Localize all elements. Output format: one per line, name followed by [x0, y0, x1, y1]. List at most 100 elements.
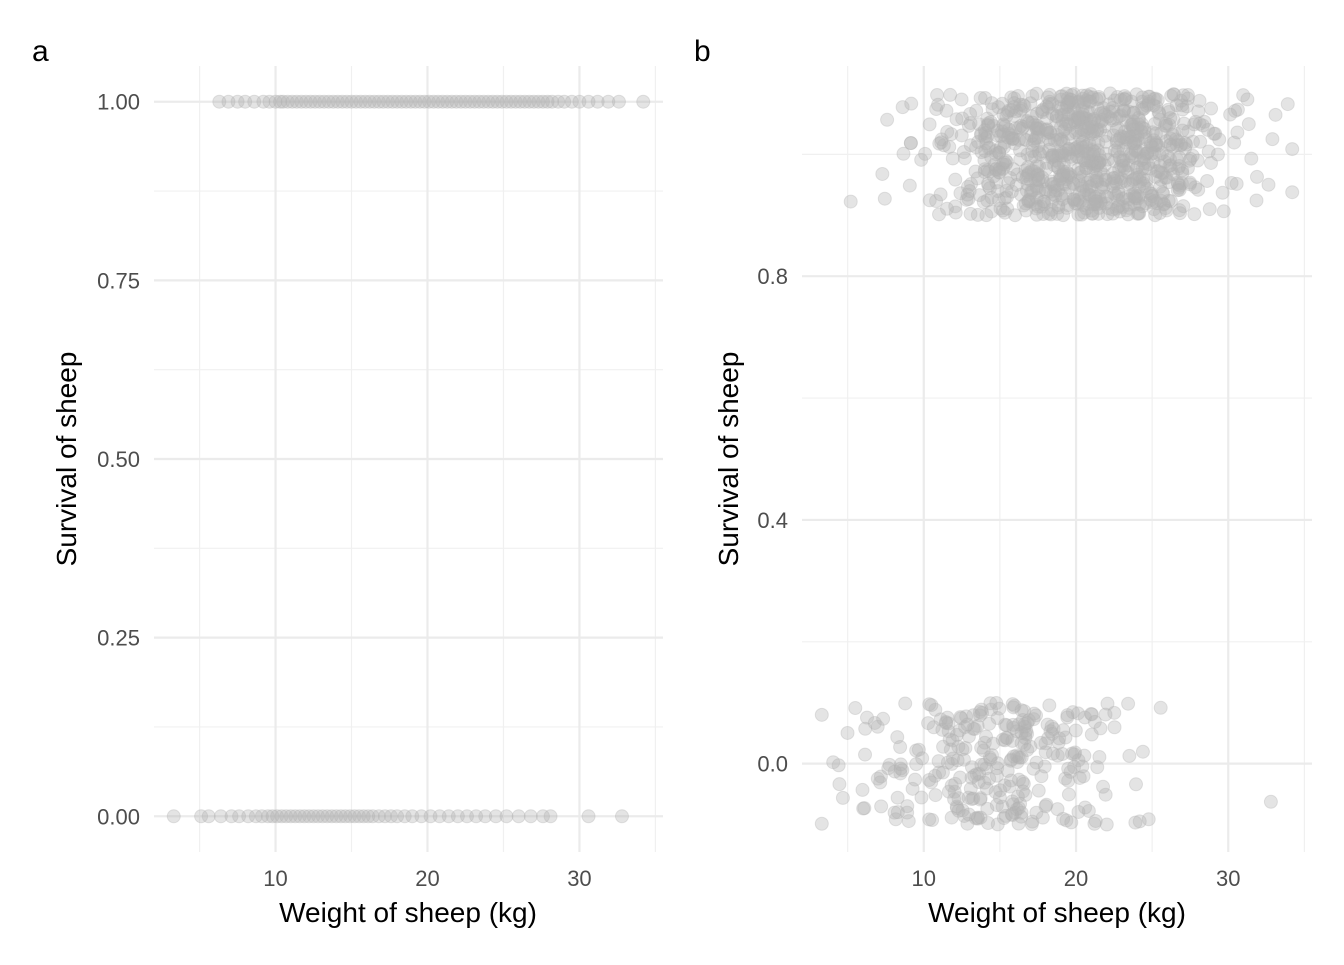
data-point-survived	[1112, 131, 1127, 146]
data-point-died	[943, 742, 958, 757]
data-point-survived	[1062, 118, 1077, 133]
data-point-survived	[1090, 158, 1105, 173]
data-point-survived	[1110, 170, 1125, 185]
data-point-survived	[1148, 91, 1163, 106]
data-point-survived	[1154, 145, 1169, 160]
data-point-survived	[997, 205, 1012, 220]
data-point-survived	[1053, 169, 1068, 184]
data-point-survived	[1045, 149, 1060, 164]
data-point-survived	[481, 94, 496, 109]
data-point-survived	[1166, 87, 1181, 102]
data-point-died	[953, 770, 968, 785]
data-point-survived	[1056, 134, 1071, 149]
data-point-died	[1045, 726, 1060, 741]
data-point-survived	[1210, 147, 1225, 162]
data-point-survived	[1125, 129, 1140, 144]
data-point-survived	[1115, 153, 1130, 168]
panel-b-y-axis-title: Survival of sheep	[713, 352, 744, 567]
data-point-survived	[1204, 101, 1219, 116]
data-point-died	[1122, 748, 1137, 763]
data-point-died	[890, 730, 905, 745]
data-point-died	[523, 809, 538, 824]
data-point-survived	[1120, 177, 1135, 192]
data-point-survived	[963, 107, 978, 122]
data-point-survived	[1098, 196, 1113, 211]
data-point-survived	[1025, 144, 1040, 159]
data-point-died	[870, 719, 885, 734]
data-point-died	[1096, 779, 1111, 794]
y-tick-label: 0.0	[757, 752, 788, 777]
data-point-survived	[1072, 112, 1087, 127]
data-point-survived	[1128, 136, 1143, 151]
data-point-died	[432, 809, 447, 824]
data-point-survived	[1071, 144, 1086, 159]
data-point-died	[361, 809, 376, 824]
data-point-survived	[1097, 119, 1112, 134]
data-point-survived	[1087, 113, 1102, 128]
data-point-died	[933, 712, 948, 727]
data-point-died	[814, 707, 829, 722]
data-point-survived	[969, 103, 984, 118]
data-point-died	[996, 811, 1011, 826]
data-point-died	[347, 809, 362, 824]
data-point-survived	[1030, 166, 1045, 181]
data-point-survived	[1023, 185, 1038, 200]
data-point-survived	[1162, 152, 1177, 167]
data-point-survived	[1134, 116, 1149, 131]
data-point-survived	[504, 94, 519, 109]
data-point-died	[814, 816, 829, 831]
data-point-died	[241, 809, 256, 824]
data-point-died	[1019, 723, 1034, 738]
data-point-survived	[1016, 119, 1031, 134]
data-point-survived	[980, 129, 995, 144]
data-point-survived	[362, 94, 377, 109]
data-point-survived	[1185, 148, 1200, 163]
data-point-survived	[1092, 155, 1107, 170]
data-point-survived	[1025, 137, 1040, 152]
data-point-survived	[1174, 137, 1189, 152]
data-point-died	[876, 711, 891, 726]
data-point-survived	[978, 131, 993, 146]
data-point-survived	[1056, 168, 1071, 183]
data-point-survived	[1097, 107, 1112, 122]
data-point-survived	[998, 157, 1013, 172]
data-point-died	[826, 755, 841, 770]
data-point-survived	[1145, 195, 1160, 210]
data-point-died	[1025, 814, 1040, 829]
data-point-died	[976, 743, 991, 758]
data-point-survived	[1148, 126, 1163, 141]
data-point-died	[1026, 761, 1041, 776]
data-point-survived	[1086, 161, 1101, 176]
data-point-survived	[1135, 199, 1150, 214]
data-point-died	[982, 771, 997, 786]
data-point-died	[955, 742, 970, 757]
data-point-survived	[896, 146, 911, 161]
data-point-survived	[1018, 196, 1033, 211]
data-point-survived	[1085, 143, 1100, 158]
data-point-survived	[1057, 148, 1072, 163]
data-point-survived	[1054, 132, 1069, 147]
data-point-died	[980, 801, 995, 816]
data-point-survived	[1046, 187, 1061, 202]
data-point-survived	[1024, 150, 1039, 165]
data-point-died	[270, 809, 285, 824]
data-point-survived	[1183, 151, 1198, 166]
data-point-died	[1014, 750, 1029, 765]
data-point-died	[922, 772, 937, 787]
data-point-survived	[545, 94, 560, 109]
data-point-died	[1014, 703, 1029, 718]
data-point-survived	[1076, 128, 1091, 143]
data-point-survived	[961, 192, 976, 207]
data-point-survived	[1129, 87, 1144, 102]
data-point-survived	[557, 94, 572, 109]
data-point-survived	[1223, 107, 1238, 122]
data-point-survived	[1082, 188, 1097, 203]
data-point-survived	[1109, 133, 1124, 148]
data-point-survived	[1070, 140, 1085, 155]
data-point-survived	[1086, 149, 1101, 164]
data-point-survived	[1090, 197, 1105, 212]
data-point-survived	[1074, 110, 1089, 125]
data-point-survived	[1131, 110, 1146, 125]
data-point-survived	[1033, 120, 1048, 135]
